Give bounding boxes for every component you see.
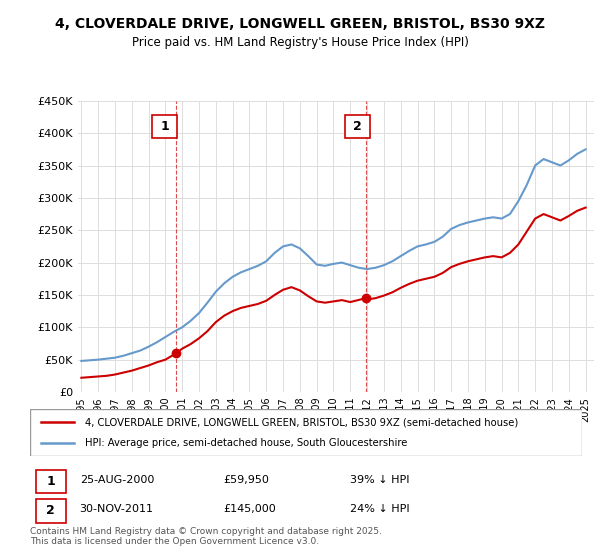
Text: 25-AUG-2000: 25-AUG-2000 — [80, 474, 154, 484]
Text: 4, CLOVERDALE DRIVE, LONGWELL GREEN, BRISTOL, BS30 9XZ (semi-detached house): 4, CLOVERDALE DRIVE, LONGWELL GREEN, BRI… — [85, 417, 518, 427]
Text: Contains HM Land Registry data © Crown copyright and database right 2025.
This d: Contains HM Land Registry data © Crown c… — [30, 526, 382, 546]
Text: 2: 2 — [46, 505, 55, 517]
Text: 39% ↓ HPI: 39% ↓ HPI — [350, 474, 410, 484]
Text: 24% ↓ HPI: 24% ↓ HPI — [350, 503, 410, 514]
FancyBboxPatch shape — [35, 470, 66, 493]
FancyBboxPatch shape — [152, 115, 177, 138]
FancyBboxPatch shape — [30, 409, 582, 456]
Text: £145,000: £145,000 — [223, 503, 276, 514]
Text: 30-NOV-2011: 30-NOV-2011 — [80, 503, 154, 514]
Text: 4, CLOVERDALE DRIVE, LONGWELL GREEN, BRISTOL, BS30 9XZ: 4, CLOVERDALE DRIVE, LONGWELL GREEN, BRI… — [55, 17, 545, 31]
FancyBboxPatch shape — [345, 115, 370, 138]
Text: Price paid vs. HM Land Registry's House Price Index (HPI): Price paid vs. HM Land Registry's House … — [131, 36, 469, 49]
Text: HPI: Average price, semi-detached house, South Gloucestershire: HPI: Average price, semi-detached house,… — [85, 438, 407, 448]
Text: 1: 1 — [46, 475, 55, 488]
Text: 2: 2 — [353, 120, 362, 133]
Text: 1: 1 — [160, 120, 169, 133]
Text: £59,950: £59,950 — [223, 474, 269, 484]
FancyBboxPatch shape — [35, 500, 66, 522]
